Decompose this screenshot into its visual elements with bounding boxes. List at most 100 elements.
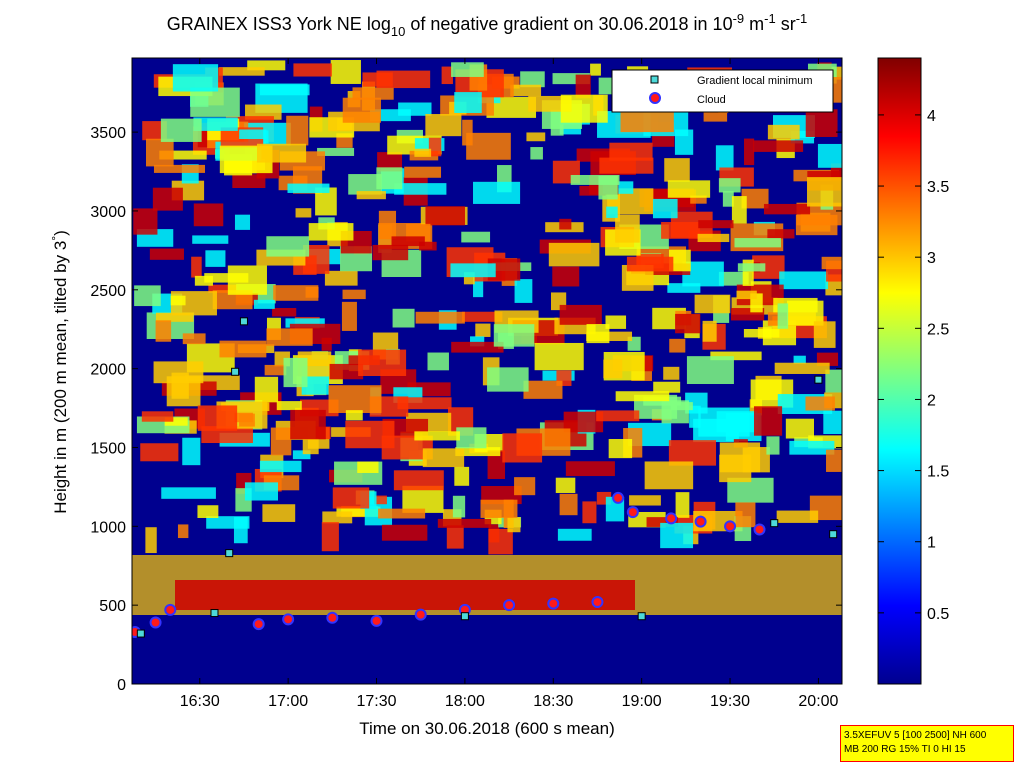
heatmap-cell (753, 140, 804, 152)
heatmap-cell (454, 92, 482, 113)
heatmap-cell (454, 466, 470, 486)
x-tick-label: 17:00 (268, 693, 308, 710)
heatmap-cell (774, 362, 830, 374)
heatmap-cell (330, 60, 361, 84)
heatmap-cell (193, 203, 224, 227)
heatmap-cell (481, 486, 522, 505)
heatmap-cell (480, 499, 518, 518)
heatmap-cell (197, 405, 238, 431)
heatmap-layer (132, 625, 842, 684)
heatmap-cell (502, 433, 543, 463)
heatmap-cell (317, 147, 355, 156)
heatmap-cell (507, 517, 521, 533)
heatmap-cell (514, 477, 536, 496)
heatmap-cell (663, 366, 680, 380)
cloud-marker (612, 491, 625, 504)
heatmap-cell (473, 181, 521, 204)
heatmap-cell (548, 242, 600, 267)
colorbar-tick-label: 4 (927, 108, 936, 125)
colorbar-tick-label: 3.5 (927, 179, 949, 196)
heatmap-cell (686, 356, 734, 385)
colorbar (877, 57, 922, 685)
heatmap-cell (234, 214, 251, 230)
heatmap-cell (192, 235, 229, 244)
heatmap-cell (735, 502, 756, 528)
heatmap-cell (270, 427, 292, 456)
heatmap-cell (273, 285, 319, 301)
heatmap-cell (753, 406, 783, 436)
heatmap-cell (276, 401, 302, 411)
x-tick-label: 18:30 (533, 693, 573, 710)
heatmap-cell (795, 214, 838, 236)
heatmap-cell (789, 440, 835, 455)
heatmap-cell (206, 516, 250, 529)
heatmap-cell (552, 73, 590, 85)
heatmap-cell (493, 324, 535, 347)
cloud-marker (503, 599, 516, 612)
cloud-marker (753, 523, 766, 536)
heatmap-cell (615, 214, 640, 243)
heatmap-cell (674, 129, 694, 155)
heatmap-cell (675, 492, 690, 518)
y-tick-label: 3500 (90, 125, 126, 142)
heatmap-cell (414, 148, 432, 157)
heatmap-cell (667, 283, 701, 293)
legend-box (611, 69, 834, 113)
heatmap-cell (452, 495, 466, 518)
heatmap-cell (377, 152, 403, 172)
heatmap-cell (394, 183, 447, 195)
heatmap-cell (133, 208, 158, 235)
y-tick-label: 500 (99, 598, 126, 615)
heatmap-cell (763, 203, 811, 215)
gradient-minimum-marker (460, 612, 469, 621)
heatmap-cell (362, 72, 393, 87)
heatmap-cell (404, 166, 442, 178)
cloud-marker (282, 613, 295, 626)
heatmap-cell (475, 323, 491, 337)
heatmap-cell (615, 391, 670, 402)
heatmap-cell (715, 145, 734, 171)
heatmap-cell (698, 220, 734, 229)
heatmap-cell (227, 265, 267, 295)
heatmap-cell (557, 528, 592, 541)
heatmap-cell (428, 137, 442, 157)
cloud-marker (326, 611, 339, 624)
y-tick-label: 2500 (90, 283, 126, 300)
heatmap-cell (694, 294, 731, 314)
heatmap-cell (145, 138, 174, 167)
heatmap-cell (698, 407, 750, 437)
heatmap-cell (626, 256, 674, 272)
heatmap-cell (606, 206, 618, 218)
legend-square-marker (650, 75, 659, 84)
cloud-marker (626, 506, 639, 519)
heatmap-cell (785, 418, 815, 439)
heatmap-cell (776, 510, 819, 523)
heatmap-cell (159, 150, 207, 160)
legend-circle-marker (649, 92, 661, 104)
heatmap-cell (731, 196, 747, 224)
heatmap-cell (259, 84, 310, 96)
heatmap-cell (356, 191, 386, 200)
x-tick-label: 19:00 (622, 693, 662, 710)
heatmap-cell (155, 312, 194, 322)
cloud-marker (591, 596, 604, 609)
heatmap-cell (161, 487, 216, 499)
heatmap-cell (285, 318, 325, 328)
heatmap-cell (191, 256, 202, 278)
colorbar-tick-label: 1 (927, 535, 936, 552)
heatmap-cell (322, 511, 353, 524)
heatmap-cell (526, 132, 546, 142)
heatmap-cell (719, 442, 761, 473)
heatmap-cell (487, 258, 521, 281)
heatmap-cell (245, 104, 282, 120)
heatmap-cell (744, 138, 755, 166)
heatmap-cell (487, 367, 529, 392)
heatmap-cell (149, 248, 184, 260)
heatmap-cell (523, 380, 563, 399)
heatmap-cell (807, 177, 842, 207)
marker-layer (132, 317, 838, 638)
heatmap-cell (308, 223, 354, 241)
heatmap-cell (722, 191, 734, 207)
x-tick-label: 18:00 (445, 693, 485, 710)
heatmap-cell (463, 272, 475, 285)
